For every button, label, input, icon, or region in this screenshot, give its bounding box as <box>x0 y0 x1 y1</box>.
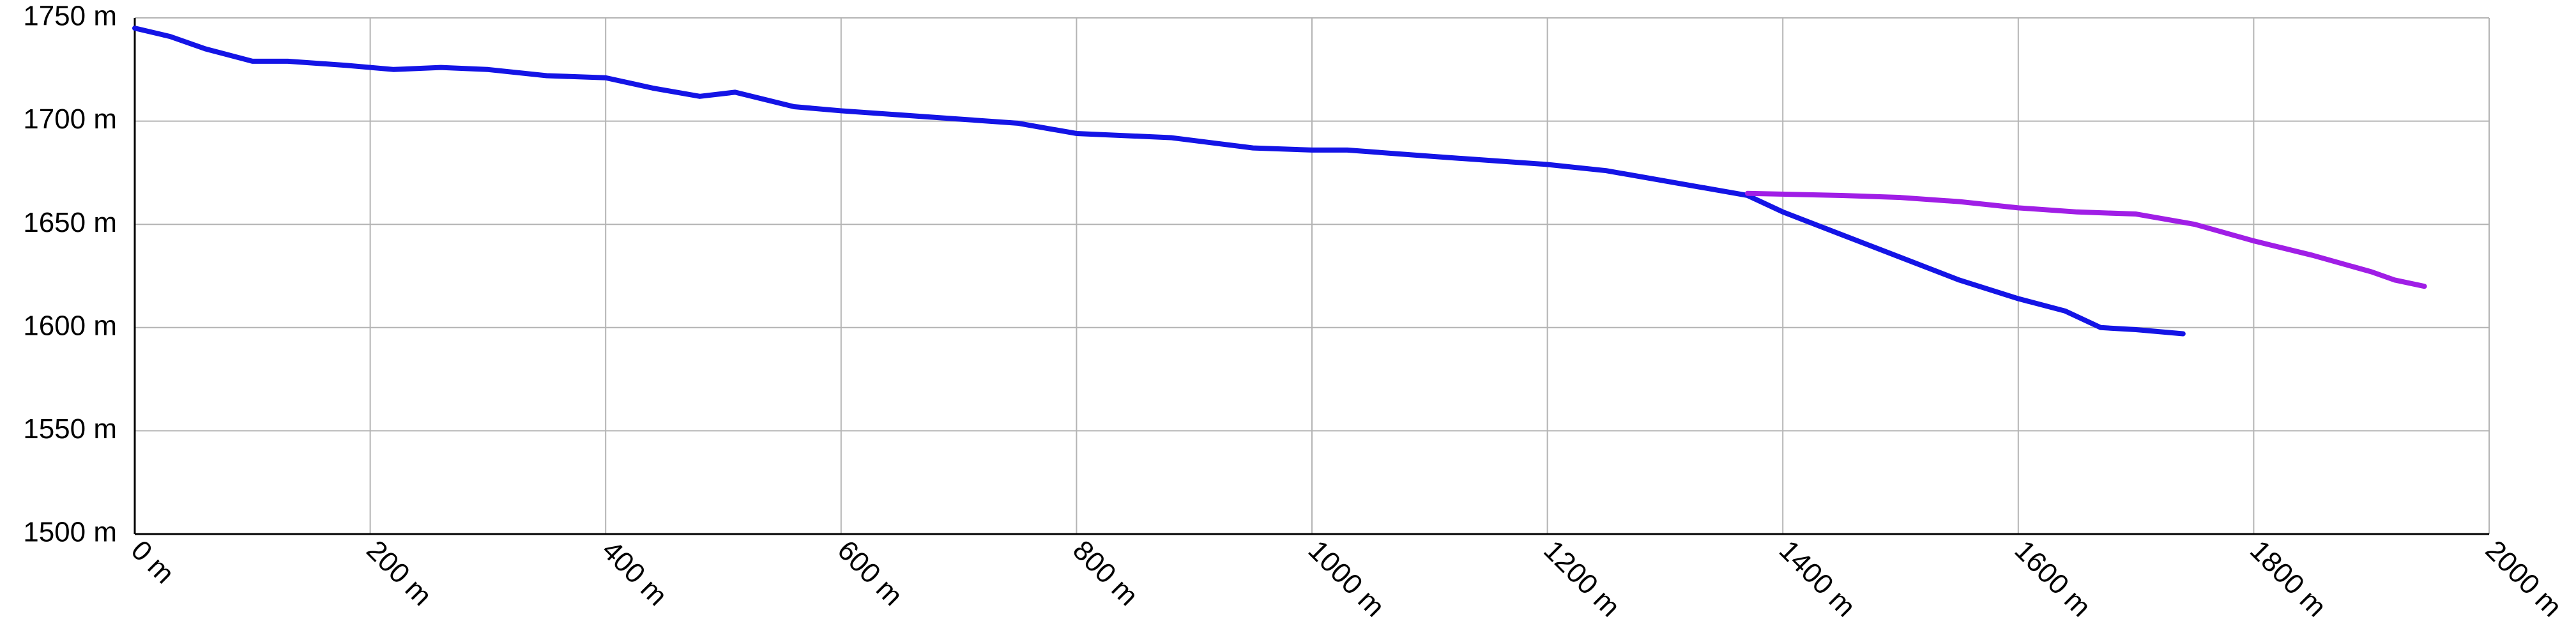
x-tick-label: 1600 m <box>2009 535 2097 623</box>
x-tick-label: 200 m <box>360 535 438 612</box>
x-tick-label: 400 m <box>596 535 673 612</box>
y-tick-label: 1600 m <box>23 310 117 341</box>
y-tick-label: 1700 m <box>23 103 117 135</box>
x-tick-label: 1200 m <box>1537 535 1626 623</box>
line-series <box>132 26 2186 337</box>
y-tick-label: 1550 m <box>23 413 117 445</box>
x-tick-label: 600 m <box>832 535 909 612</box>
x-tick-label: 800 m <box>1067 535 1144 612</box>
x-tick-label: 0 m <box>125 535 181 590</box>
x-tick-label: 1800 m <box>2244 535 2332 623</box>
y-tick-label: 1650 m <box>23 207 117 238</box>
x-tick-label: 2000 m <box>2480 535 2568 623</box>
y-tick-label: 1750 m <box>23 1 117 32</box>
line-series <box>1744 190 2427 289</box>
x-tick-label: 1000 m <box>1302 535 1391 623</box>
y-tick-label: 1500 m <box>23 517 117 548</box>
x-tick-label: 1400 m <box>1773 535 1861 623</box>
